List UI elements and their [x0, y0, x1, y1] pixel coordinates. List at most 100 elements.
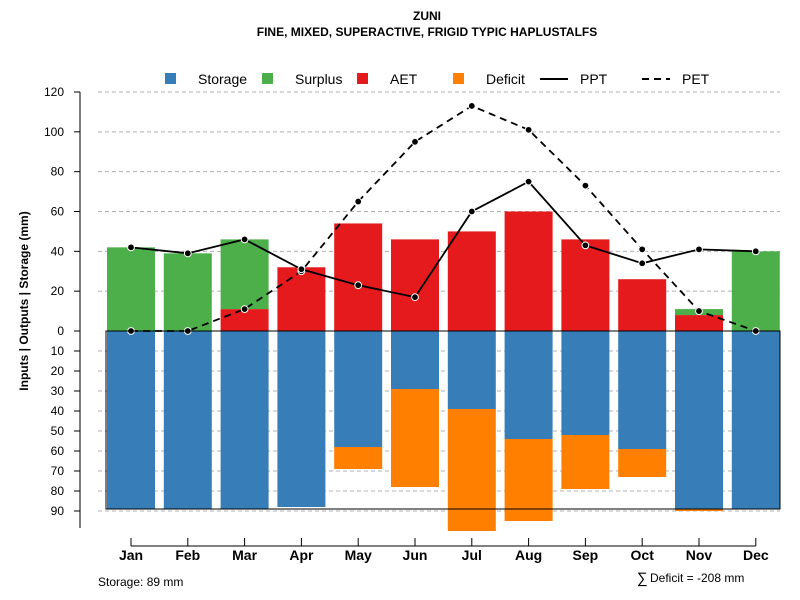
point-ppt-aug: [524, 177, 533, 186]
point-ppt-sep: [581, 241, 590, 250]
chart-title: ZUNI: [413, 9, 441, 23]
storage-note: Storage: 89 mm: [98, 575, 183, 589]
legend-swatch-deficit: [453, 73, 464, 84]
bar-surplus-jan: [107, 247, 155, 331]
point-pet-sep: [581, 181, 590, 190]
bar-storage-dec: [731, 331, 780, 509]
y-tick-label-bottom: 40: [51, 404, 65, 418]
y-tick-label-bottom: 30: [51, 384, 65, 398]
bar-aet-mar: [220, 309, 269, 331]
x-tick-label-feb: Feb: [175, 547, 200, 563]
bar-storage-feb: [163, 331, 212, 509]
y-tick-label-top: 120: [44, 85, 64, 99]
bar-storage-jul: [447, 331, 496, 409]
y-tick-label-bottom: 70: [51, 464, 65, 478]
point-ppt-apr: [297, 265, 306, 274]
chart-legend: Storage Surplus AET Deficit PPT PET: [165, 71, 710, 87]
y-tick-label-top: 40: [51, 244, 65, 258]
x-tick-label-mar: Mar: [232, 547, 257, 563]
legend-label-surplus: Surplus: [295, 71, 342, 87]
point-pet-nov: [695, 307, 703, 315]
y-axis-label: Inputs | Outputs | Storage (mm): [17, 211, 31, 390]
x-tick-label-dec: Dec: [743, 547, 769, 563]
y-tick-label-top: 60: [51, 205, 65, 219]
y-tick-label-top: 80: [51, 165, 65, 179]
y-tick-label-bottom: 60: [51, 444, 65, 458]
line-ppt: [130, 180, 756, 299]
point-ppt-may: [354, 281, 363, 290]
bar-storage-jan: [107, 331, 155, 509]
legend-label-aet: AET: [390, 71, 418, 87]
point-pet-mar: [240, 305, 249, 313]
x-tick-label-jul: Jul: [462, 547, 482, 563]
bars: [107, 211, 780, 531]
bar-aet-sep: [561, 239, 610, 331]
point-pet-jul: [467, 102, 476, 110]
bar-surplus-dec: [731, 251, 780, 331]
bar-aet-oct: [618, 279, 667, 331]
point-pet-oct: [638, 245, 647, 254]
legend-swatch-storage: [165, 73, 176, 84]
bar-aet-nov: [675, 315, 723, 331]
bar-deficit-sep: [561, 435, 610, 489]
x-tick-label-aug: Aug: [515, 547, 542, 563]
x-tick-label-jan: Jan: [119, 547, 143, 563]
x-tick-label-nov: Nov: [686, 547, 713, 563]
legend-label-deficit: Deficit: [486, 71, 525, 87]
point-pet-may: [354, 197, 363, 206]
point-ppt-feb: [183, 249, 192, 258]
y-tick-label-bottom: 50: [51, 424, 65, 438]
bar-deficit-jun: [391, 389, 439, 487]
chart-subtitle: FINE, MIXED, SUPERACTIVE, FRIGID TYPIC H…: [257, 25, 597, 39]
bar-deficit-may: [334, 447, 383, 469]
y-tick-label-top: 20: [51, 284, 65, 298]
y-tick-label-bottom: 10: [51, 344, 65, 358]
bar-aet-apr: [277, 267, 326, 331]
point-ppt-oct: [638, 259, 647, 268]
y-tick-label-bottom: 80: [51, 484, 65, 498]
deficit-sum-symbol: ∑: [637, 570, 648, 587]
bar-storage-nov: [675, 331, 723, 509]
bar-deficit-nov: [675, 509, 723, 511]
x-tick-label-oct: Oct: [631, 547, 655, 563]
point-ppt-dec: [751, 247, 760, 256]
bar-deficit-jul: [447, 409, 496, 531]
bar-storage-sep: [561, 331, 610, 435]
series-lines: [127, 102, 760, 335]
bar-storage-mar: [220, 331, 269, 509]
x-tick-label-sep: Sep: [573, 547, 599, 563]
point-pet-jun: [411, 137, 419, 146]
y-tick-label-top: 100: [44, 125, 64, 139]
x-tick-label-may: May: [345, 547, 372, 563]
y-tick-label-bottom: 90: [51, 504, 65, 518]
bar-aet-aug: [504, 211, 553, 331]
x-tick-label-jun: Jun: [403, 547, 428, 563]
bar-aet-jul: [447, 231, 496, 331]
legend-swatch-surplus: [262, 73, 273, 84]
point-ppt-mar: [240, 235, 249, 244]
bar-storage-aug: [504, 331, 553, 439]
y-tick-label-bottom: 20: [51, 364, 65, 378]
legend-label-ppt: PPT: [580, 71, 608, 87]
point-ppt-jan: [127, 243, 135, 252]
axes: 0 20 40 60 80 100 120 10 20 30 40 50 60 70 80 90 Jan Feb M…: [44, 85, 781, 563]
bar-aet-jun: [391, 239, 439, 331]
x-tick-label-apr: Apr: [289, 547, 314, 563]
legend-swatch-aet: [357, 73, 368, 84]
point-ppt-jun: [411, 293, 419, 302]
bar-aet-may: [334, 223, 383, 331]
deficit-note: Deficit = -208 mm: [650, 571, 744, 585]
bar-deficit-oct: [618, 449, 667, 477]
bar-storage-may: [334, 331, 383, 447]
line-pet: [131, 104, 757, 332]
point-pet-aug: [524, 125, 533, 134]
bar-surplus-feb: [163, 253, 212, 331]
point-ppt-nov: [695, 245, 703, 254]
legend-label-pet: PET: [682, 71, 710, 87]
point-ppt-jul: [467, 207, 476, 216]
bar-storage-jun: [391, 331, 439, 389]
legend-label-storage: Storage: [198, 71, 247, 87]
y-tick-label-top: 0: [57, 324, 64, 338]
bar-storage-apr: [277, 331, 326, 507]
